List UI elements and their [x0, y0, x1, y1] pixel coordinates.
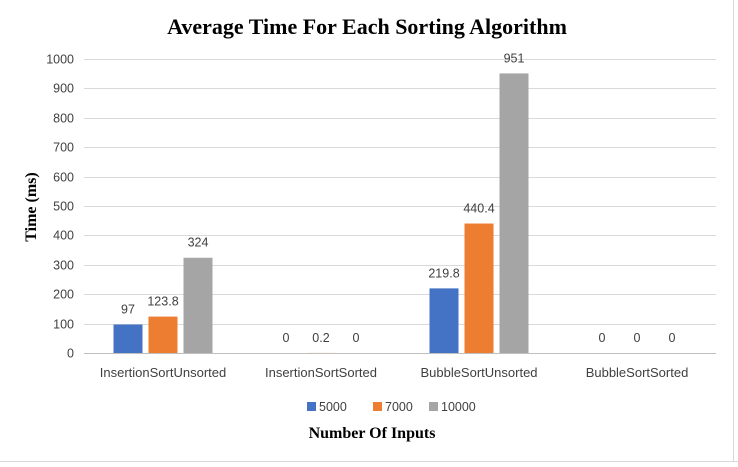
legend-label: 10000	[441, 400, 476, 414]
legend-swatch-10000	[429, 402, 438, 411]
x-axis-title: Number Of Inputs	[309, 425, 436, 442]
legend: 5000 7000 10000	[307, 400, 476, 414]
y-tick-label: 100	[53, 318, 74, 332]
data-label: 0	[634, 331, 641, 345]
category-label: BubbleSortUnsorted	[420, 365, 537, 380]
y-tick-label: 200	[53, 288, 74, 302]
bar-7000-InsertionSortUnsorted	[149, 317, 178, 353]
data-label: 0	[353, 331, 360, 345]
y-tick-label: 800	[53, 112, 74, 126]
bar-7000-BubbleSortUnsorted	[465, 224, 494, 353]
y-tick-label: 1000	[46, 53, 74, 67]
x-axis-categories: InsertionSortUnsorted InsertionSortSorted…	[100, 365, 689, 380]
gridlines	[84, 60, 716, 354]
y-axis-ticks: 0 100 200 300 400 500 600 700 800 900 1000	[46, 53, 74, 361]
frame-right-edge	[733, 0, 734, 462]
bar-10000-BubbleSortUnsorted	[500, 73, 529, 353]
data-label: 219.8	[428, 266, 459, 280]
y-tick-label: 600	[53, 171, 74, 185]
data-label: 440.4	[463, 202, 494, 216]
data-label: 0	[283, 331, 290, 345]
y-axis-title: Time (ms)	[23, 172, 40, 241]
chart-title: Average Time For Each Sorting Algorithm	[167, 14, 567, 39]
data-label: 951	[504, 51, 525, 65]
data-label: 123.8	[147, 295, 178, 309]
legend-swatch-7000	[373, 402, 382, 411]
category-label: BubbleSortSorted	[586, 365, 689, 380]
legend-label: 5000	[319, 400, 347, 414]
legend-swatch-5000	[307, 402, 316, 411]
y-tick-label: 300	[53, 259, 74, 273]
data-label: 0	[669, 331, 676, 345]
y-tick-label: 400	[53, 229, 74, 243]
bar-5000-InsertionSortUnsorted	[114, 324, 143, 353]
data-label: 0.2	[312, 331, 329, 345]
data-label: 0	[599, 331, 606, 345]
data-label: 97	[121, 302, 135, 316]
y-tick-label: 900	[53, 82, 74, 96]
y-tick-label: 700	[53, 141, 74, 155]
legend-label: 7000	[385, 400, 413, 414]
category-label: InsertionSortUnsorted	[100, 365, 226, 380]
bar-5000-BubbleSortUnsorted	[430, 288, 459, 353]
category-label: InsertionSortSorted	[265, 365, 377, 380]
y-tick-label: 500	[53, 200, 74, 214]
y-tick-label: 0	[67, 347, 74, 361]
bar-10000-InsertionSortUnsorted	[184, 258, 213, 353]
data-label: 324	[188, 236, 209, 250]
